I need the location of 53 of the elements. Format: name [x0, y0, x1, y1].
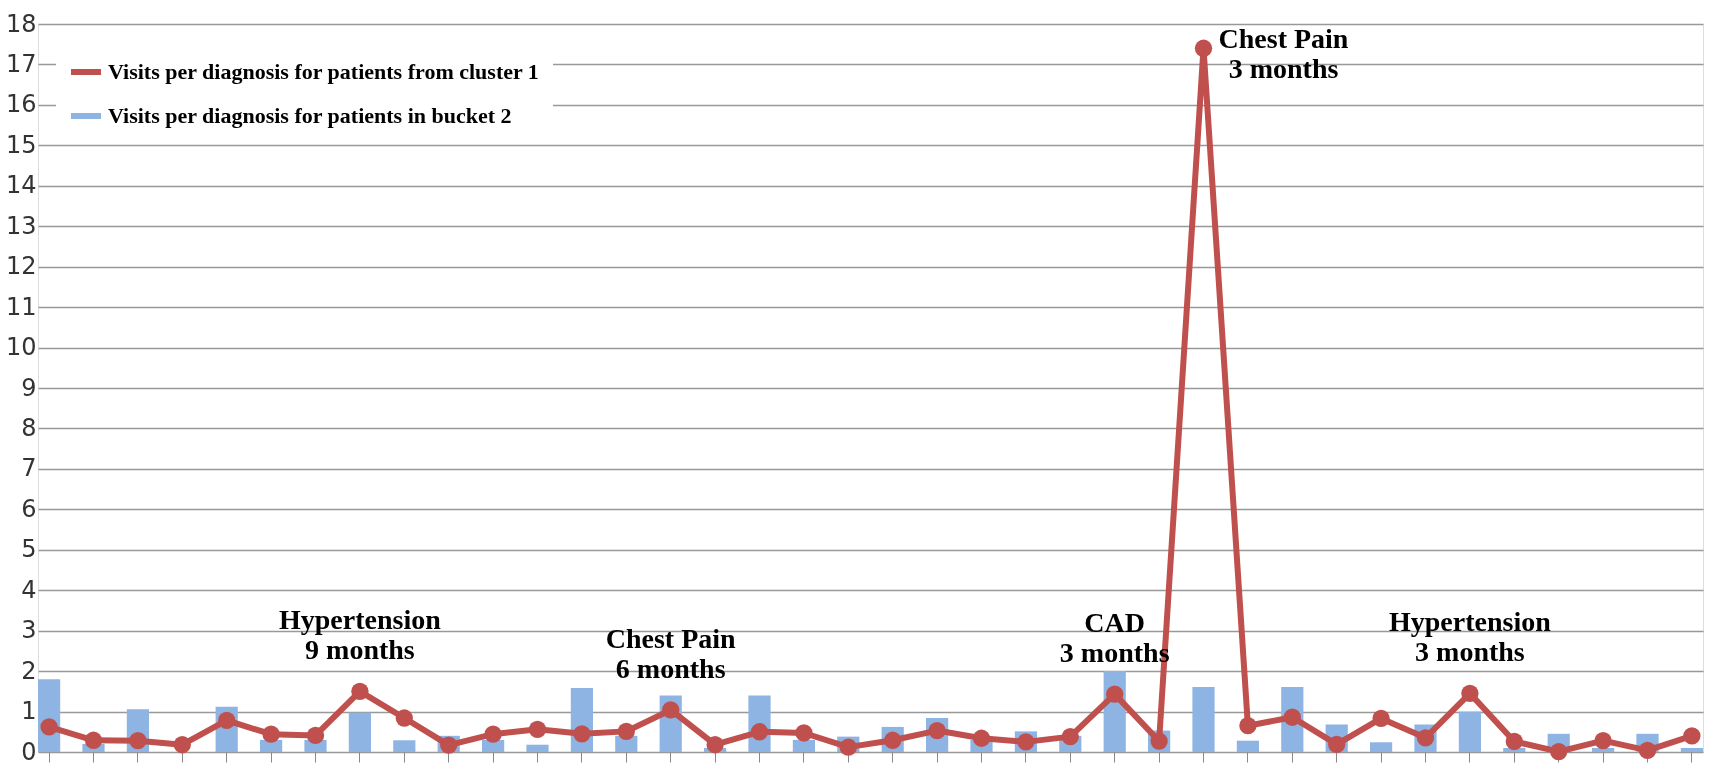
point: [84, 731, 103, 749]
annotation: Hypertension 9 months: [279, 604, 442, 666]
legend-label: Visits per diagnosis for patients in bucket 2: [108, 103, 512, 128]
y-tick-label: 3: [21, 616, 37, 645]
y-tick-label: 8: [21, 413, 37, 442]
point: [484, 725, 502, 743]
annotation: Hypertension 3 months: [1389, 606, 1552, 668]
point: [839, 738, 857, 756]
point: [1194, 39, 1213, 57]
point: [528, 720, 547, 738]
point: [972, 729, 991, 747]
y-tick-label: 15: [5, 130, 37, 159]
annotation: Chest Pain 3 months: [1218, 23, 1349, 85]
point: [1594, 732, 1612, 750]
point: [351, 682, 369, 700]
point: [1061, 727, 1079, 746]
y-tick-label: 1: [21, 697, 37, 726]
y-tick-label: 9: [21, 373, 37, 402]
point: [617, 722, 635, 741]
point: [306, 726, 325, 745]
point: [1505, 732, 1523, 751]
y-tick-label: 2: [21, 656, 37, 685]
point: [1239, 717, 1257, 735]
point: [40, 718, 58, 736]
point: [706, 736, 724, 754]
point: [173, 736, 191, 754]
y-tick-label: 14: [5, 171, 37, 200]
point: [573, 725, 591, 743]
annotation: Chest Pain 6 months: [605, 622, 737, 684]
point: [1683, 727, 1701, 745]
y-tick-label: 13: [5, 211, 37, 240]
y-tick-label: 17: [5, 49, 37, 78]
legend-label: Visits per diagnosis for patients from cluster 1: [108, 59, 539, 84]
point: [662, 701, 680, 719]
point: [1461, 684, 1479, 702]
point: [795, 724, 813, 742]
point: [1638, 741, 1657, 760]
point: [1372, 709, 1390, 728]
point: [1550, 742, 1568, 761]
y-tick-label: 7: [21, 454, 37, 483]
y-tick-label: 16: [5, 90, 37, 119]
y-tick-label: 6: [21, 494, 37, 523]
y-tick-label: 10: [5, 333, 37, 362]
y-tick-label: 12: [5, 252, 37, 281]
y-tick-label: 11: [5, 292, 37, 321]
point: [1106, 685, 1124, 703]
y-tick-label: 0: [21, 737, 37, 766]
point: [262, 725, 280, 743]
y-tick-label: 18: [5, 9, 37, 38]
y-tick-label: 4: [21, 575, 37, 604]
point: [395, 709, 413, 727]
y-tick-label: 5: [21, 535, 37, 564]
point: [129, 732, 147, 750]
